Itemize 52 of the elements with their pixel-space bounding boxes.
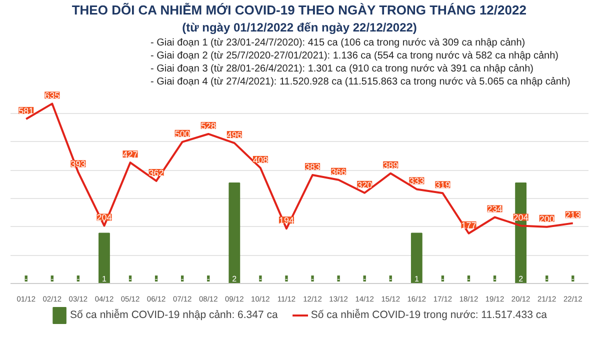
data-label: - (207, 274, 210, 284)
data-label: - (24, 274, 28, 284)
data-label: 393 (70, 159, 86, 170)
data-label: - (181, 274, 184, 284)
data-label: 200 (539, 214, 554, 224)
data-label: - (311, 274, 314, 284)
data-label: 1 (102, 274, 108, 284)
legend-label: Số ca nhiễm COVID-19 trong nước: 11.517.433 ca (310, 309, 547, 321)
data-label: 320 (357, 180, 372, 190)
data-label: 2 (232, 274, 238, 284)
data-label: 177 (461, 220, 476, 230)
data-label: - (76, 274, 80, 284)
data-label: 319 (435, 180, 450, 190)
text: - Giai đoạn 1 (từ 23/01-24/7/2020): 415 ca (106 ca trong nước và 309 ca nhập cảnh) (150, 38, 526, 48)
data-label: - (389, 274, 392, 284)
data-label: - (467, 274, 470, 284)
data-label: 383 (305, 162, 320, 172)
data-label: 1 (414, 274, 420, 284)
text: - Giai đoạn 2 (từ 25/7/2020-27/01/2021): 1.136 ca (554 ca trong nước và 582 ca nhập cảnh) (150, 50, 558, 62)
data-label: - (546, 274, 549, 284)
data-label: - (154, 274, 158, 284)
data-label: - (363, 274, 366, 284)
data-label: - (337, 274, 340, 284)
data-label: - (259, 274, 262, 284)
data-label: - (50, 274, 54, 284)
data-label: - (128, 274, 132, 284)
data-label: 496 (226, 130, 242, 140)
data-label: 581 (18, 106, 34, 116)
data-label: 213 (565, 210, 580, 220)
data-label: 500 (174, 128, 190, 139)
data-label: - (285, 274, 288, 284)
data-label: 528 (200, 120, 216, 131)
data-label: 427 (122, 150, 138, 160)
data-label: 333 (409, 176, 424, 186)
data-label: 2 (518, 274, 524, 284)
legend-label: Số ca nhiễm COVID-19 nhập cảnh: 6.347 ca (70, 309, 278, 321)
data-label: 234 (487, 204, 502, 214)
data-label: 204 (513, 212, 528, 223)
data-label: - (493, 274, 496, 284)
data-label: 635 (44, 90, 60, 101)
chart-subtitle: (từ ngày 01/12/2022 đến ngày 22/12/2022) (182, 20, 417, 34)
data-label: - (441, 274, 444, 284)
data-label: 362 (148, 168, 164, 178)
chart-title: THEO DÕI CA NHIỄM MỚI COVID-19 THEO NGÀY TRONG THÁNG 12/2022 (72, 2, 526, 18)
data-label: 408 (252, 154, 268, 165)
data-label: 194 (278, 216, 294, 226)
text: - Giai đoạn 3 (từ 28/01-26/4/2021): 1.301 ca (910 ca trong nước và 391 ca nhập cảnh) (150, 64, 534, 74)
data-label: 204 (96, 212, 112, 223)
data-label: - (572, 274, 575, 284)
text: - Giai đoạn 4 (từ 27/4/2021): 11.520.928 ca (11.515.863 ca trong nước và 5.065 ca nhập cảnh) (150, 76, 570, 88)
data-label: 389 (383, 160, 398, 170)
data-label: 366 (331, 166, 346, 177)
